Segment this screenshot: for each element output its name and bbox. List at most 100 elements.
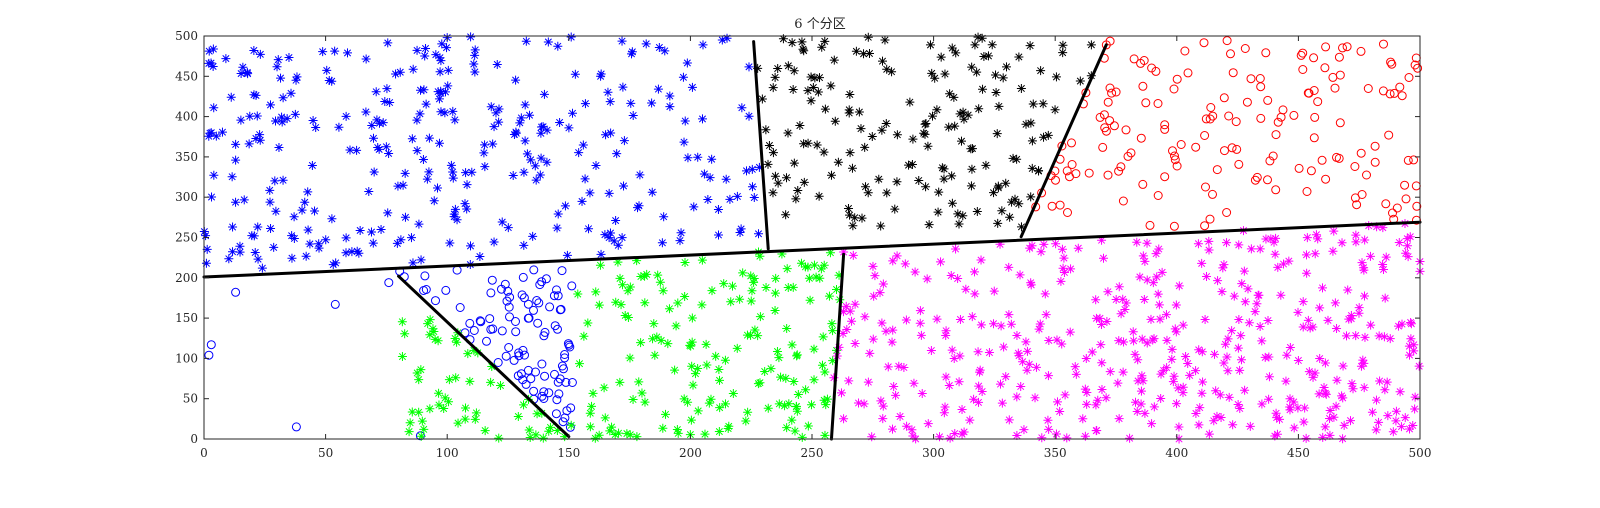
data-point	[789, 66, 799, 76]
data-point	[928, 111, 938, 121]
data-point	[542, 125, 552, 135]
data-point	[542, 157, 552, 167]
data-point	[249, 231, 259, 241]
data-point	[1133, 376, 1143, 386]
data-point	[634, 201, 644, 211]
data-point	[1197, 258, 1207, 268]
data-point	[746, 271, 756, 281]
data-point	[1299, 417, 1309, 427]
data-point	[1030, 393, 1040, 403]
data-point	[434, 94, 444, 104]
data-point	[322, 65, 332, 75]
data-point	[909, 378, 919, 388]
data-point	[1273, 117, 1283, 127]
data-point	[475, 252, 485, 262]
data-point	[405, 418, 415, 428]
data-point	[625, 430, 635, 440]
data-point	[303, 187, 313, 197]
data-point	[791, 401, 801, 411]
data-point	[881, 119, 891, 129]
data-point	[1167, 354, 1177, 364]
data-point	[1226, 49, 1235, 59]
data-point	[1028, 99, 1038, 109]
data-point	[1210, 349, 1220, 359]
data-point	[580, 174, 590, 184]
data-point	[1263, 95, 1273, 105]
data-point	[618, 280, 628, 290]
data-point	[371, 87, 381, 97]
data-point	[595, 260, 605, 270]
data-point	[1019, 425, 1029, 435]
data-point	[1087, 347, 1097, 357]
data-point	[894, 361, 904, 371]
data-point	[882, 188, 892, 198]
data-point	[994, 101, 1004, 111]
data-point	[647, 187, 657, 197]
data-point	[539, 387, 549, 397]
data-point	[1036, 247, 1046, 257]
data-point	[407, 134, 417, 144]
data-point	[732, 343, 742, 353]
data-point	[774, 353, 784, 363]
data-point	[1014, 199, 1024, 209]
data-point	[923, 419, 933, 429]
data-point	[537, 277, 547, 287]
data-point	[539, 89, 549, 99]
data-point	[545, 422, 555, 432]
data-point	[529, 305, 538, 315]
data-point	[605, 426, 615, 436]
data-point	[239, 195, 249, 205]
data-point	[1342, 331, 1352, 341]
data-point	[1293, 355, 1303, 365]
data-point	[557, 266, 567, 276]
data-point	[865, 348, 875, 358]
data-point	[514, 348, 524, 358]
data-point	[743, 407, 753, 417]
data-point	[1058, 48, 1068, 58]
data-point	[253, 254, 263, 264]
data-points	[199, 32, 1425, 444]
data-point	[923, 141, 933, 151]
data-point	[518, 345, 528, 355]
data-point	[421, 43, 431, 53]
data-point	[606, 128, 616, 138]
data-point	[723, 424, 733, 434]
data-point	[1084, 168, 1094, 178]
data-point	[693, 363, 703, 373]
data-point	[1371, 395, 1381, 405]
data-point	[697, 255, 707, 265]
data-point	[519, 167, 529, 177]
data-point	[423, 319, 433, 329]
data-point	[722, 33, 732, 43]
data-point	[509, 355, 519, 365]
data-point	[647, 98, 657, 108]
data-point	[269, 242, 279, 252]
data-point	[1021, 119, 1031, 129]
data-point	[1321, 42, 1331, 52]
data-point	[1027, 136, 1037, 146]
data-point	[854, 107, 864, 117]
data-point	[714, 427, 724, 437]
data-point	[676, 228, 686, 238]
data-point	[549, 291, 559, 301]
data-point	[523, 299, 533, 309]
data-point	[781, 373, 791, 383]
data-point	[1178, 320, 1188, 330]
data-point	[494, 433, 504, 443]
data-point	[560, 413, 570, 423]
data-point	[278, 93, 288, 103]
data-point	[799, 139, 809, 149]
partition-line	[829, 252, 846, 441]
data-point	[1027, 163, 1037, 173]
data-point	[1036, 66, 1046, 76]
data-point	[583, 318, 593, 328]
data-point	[814, 191, 824, 201]
data-point	[721, 174, 731, 184]
data-point	[414, 407, 424, 417]
data-point	[1149, 334, 1159, 344]
data-point	[717, 35, 727, 45]
partition-line	[202, 220, 1422, 279]
data-point	[951, 244, 961, 254]
data-point	[915, 318, 925, 328]
data-point	[1388, 208, 1397, 218]
